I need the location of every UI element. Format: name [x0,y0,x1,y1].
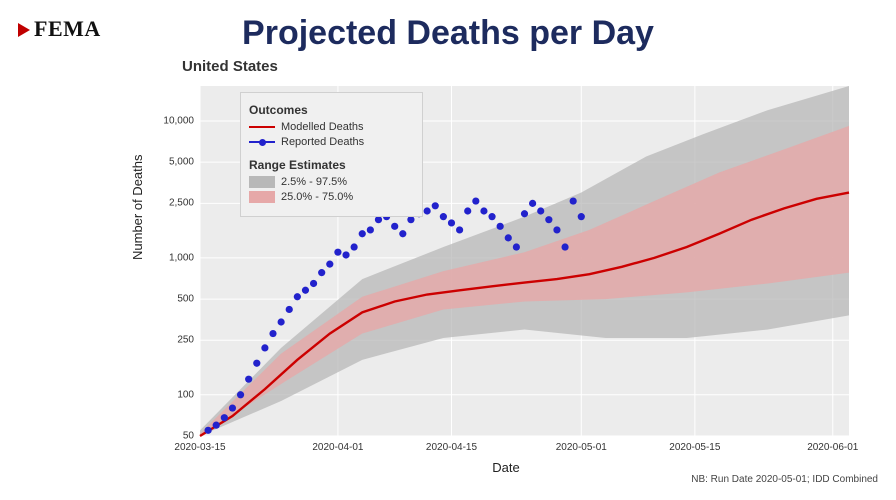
legend-narrow: 25.0% - 75.0% [249,191,414,203]
legend-reported: Reported Deaths [249,136,414,148]
y-tick-label: 500 [154,294,194,305]
x-tick-label: 2020-04-01 [312,442,363,453]
x-tick-label: 2020-05-01 [556,442,607,453]
y-tick-label: 50 [154,431,194,442]
x-tick-label: 2020-04-15 [426,442,477,453]
legend-modelled: Modelled Deaths [249,121,414,133]
y-tick-label: 5,000 [154,157,194,168]
x-tick-label: 2020-06-01 [807,442,858,453]
band-swatch-icon [249,176,275,188]
y-tick-label: 2,500 [154,198,194,209]
y-tick-label: 100 [154,389,194,400]
legend-range-header: Range Estimates [249,158,414,172]
x-tick-label: 2020-05-15 [669,442,720,453]
legend-outcomes-header: Outcomes [249,103,414,117]
chart-title: Projected Deaths per Day [0,14,896,53]
legend-wide: 2.5% - 97.5% [249,176,414,188]
band-swatch-icon [249,191,275,203]
y-axis-label: Number of Deaths [130,155,145,261]
y-tick-label: 1,000 [154,252,194,263]
legend-narrow-label: 25.0% - 75.0% [281,191,353,203]
legend: Outcomes Modelled Deaths Reported Deaths… [240,92,423,217]
y-tick-label: 10,000 [154,115,194,126]
chart-subtitle: United States [182,58,278,75]
line-swatch-icon [249,126,275,128]
x-tick-label: 2020-03-15 [174,442,225,453]
y-tick-label: 250 [154,335,194,346]
legend-wide-label: 2.5% - 97.5% [281,176,347,188]
legend-modelled-label: Modelled Deaths [281,121,364,133]
legend-reported-label: Reported Deaths [281,136,364,148]
dot-swatch-icon [249,141,275,143]
